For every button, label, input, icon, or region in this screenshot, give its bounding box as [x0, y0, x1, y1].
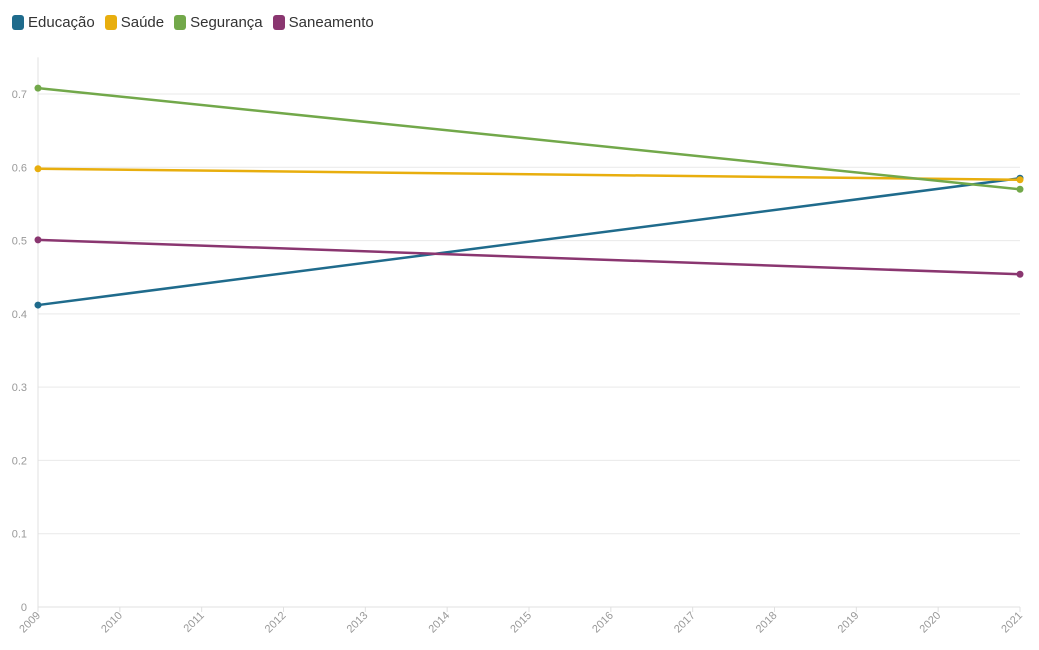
x-tick-label: 2018 — [754, 610, 780, 636]
data-point-2 — [1016, 185, 1024, 193]
y-tick-label: 0.1 — [12, 529, 27, 541]
data-point-1 — [34, 165, 42, 173]
legend-swatch-saude — [104, 15, 117, 30]
legend-swatch-educacao — [12, 15, 24, 30]
legend-item-saude[interactable]: Saúde — [104, 14, 165, 31]
legend-label-seguranca: Segurança — [190, 14, 263, 31]
y-tick-label: 0.3 — [12, 382, 27, 394]
legend-label-educacao: Educação — [28, 14, 95, 31]
x-tick-label: 2016 — [590, 610, 616, 636]
legend-swatch-saneamento — [272, 15, 285, 30]
data-point-3 — [34, 236, 42, 244]
y-tick-label: 0 — [21, 602, 27, 614]
data-point-1 — [1016, 176, 1024, 184]
legend-item-educacao[interactable]: Educação — [12, 14, 95, 31]
y-tick-label: 0.5 — [12, 236, 27, 248]
x-tick-label: 2010 — [99, 610, 125, 636]
legend-item-saneamento[interactable]: Saneamento — [272, 14, 374, 31]
x-tick-label: 2012 — [263, 610, 289, 636]
series-line-0 — [36, 177, 1022, 307]
x-tick-label: 2021 — [999, 610, 1025, 636]
x-tick-label: 2020 — [917, 610, 943, 636]
series-line-1 — [36, 167, 1022, 181]
x-tick-label: 2019 — [836, 610, 862, 636]
data-point-2 — [34, 84, 42, 92]
legend-label-saude: Saúde — [120, 14, 165, 31]
x-tick-label: 2017 — [672, 610, 698, 636]
data-point-3 — [1016, 270, 1024, 278]
series-line-2 — [36, 86, 1022, 191]
x-tick-label: 2011 — [182, 610, 207, 635]
legend-item-seguranca[interactable]: Segurança — [174, 14, 263, 31]
y-tick-label: 0.6 — [12, 162, 27, 174]
y-tick-label: 0.2 — [12, 455, 27, 467]
x-tick-label: 2013 — [345, 610, 371, 636]
legend-swatch-seguranca — [174, 15, 187, 30]
x-tick-label: 2015 — [508, 610, 534, 636]
data-point-0 — [34, 301, 42, 309]
y-tick-label: 0.4 — [12, 309, 27, 321]
series-line-3 — [36, 238, 1022, 276]
y-tick-label: 0.7 — [12, 89, 27, 101]
x-tick-label: 2014 — [426, 610, 452, 636]
legend-label-saneamento: Saneamento — [288, 14, 374, 31]
chart-legend: Educação Saúde Segurança Saneamento — [12, 14, 374, 31]
